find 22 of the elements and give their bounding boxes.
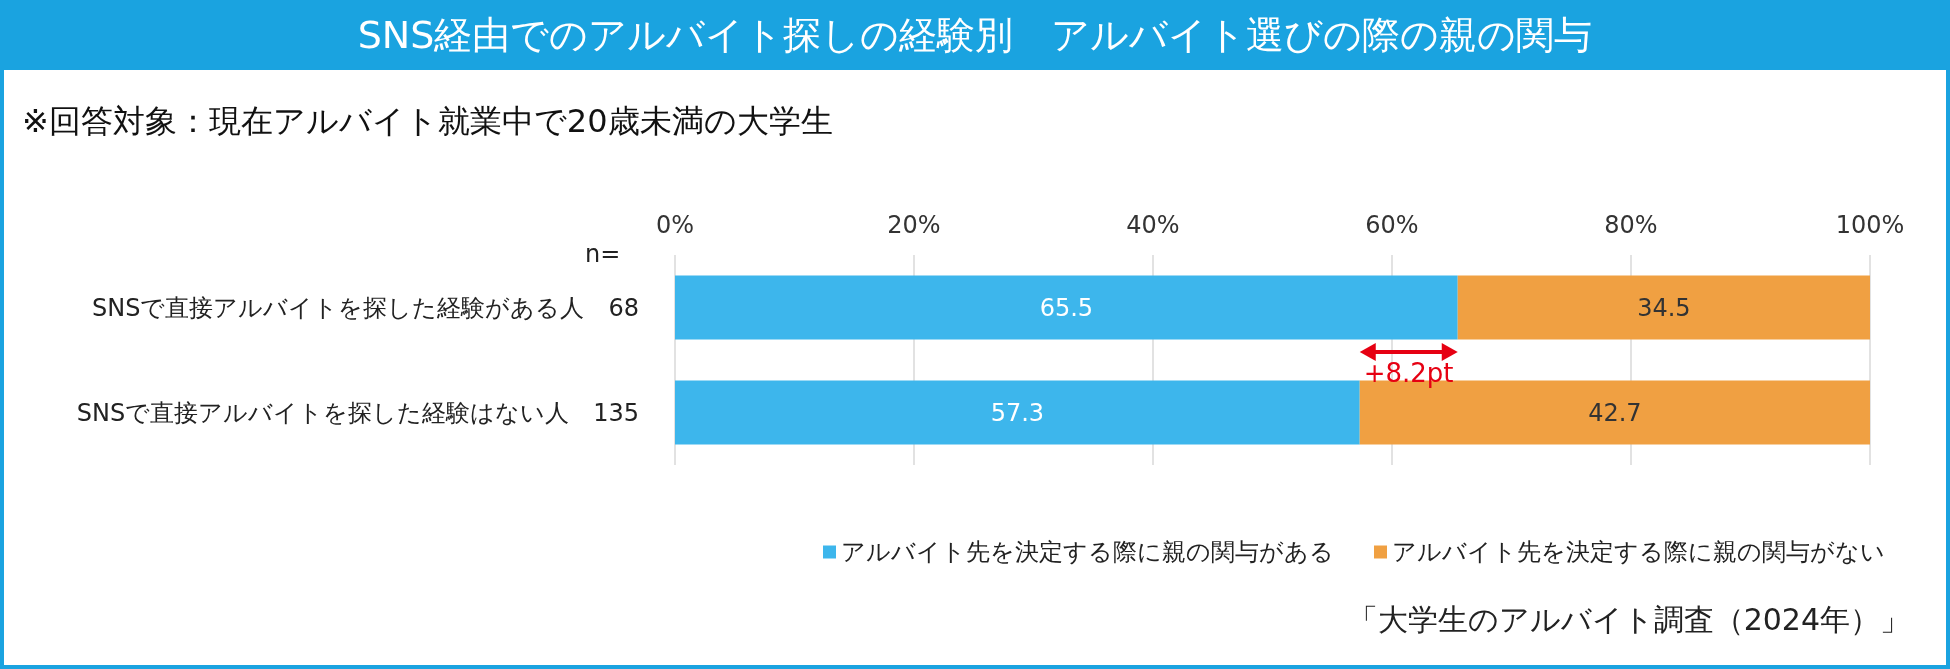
chart-title: SNS経由でのアルバイト探しの経験別 アルバイト選びの際の親の関与 <box>0 0 1950 70</box>
x-tick-label: 20% <box>887 211 941 239</box>
legend-label: アルバイト先を決定する際に親の関与がない <box>1392 538 1885 566</box>
legend-label: アルバイト先を決定する際に親の関与がある <box>841 538 1334 566</box>
bar <box>675 380 1360 445</box>
x-tick-label: 60% <box>1365 211 1419 239</box>
x-tick-label: 0% <box>655 211 695 239</box>
annotation: +8.2pt <box>1363 358 1454 388</box>
x-tick-label: 40% <box>1126 211 1180 239</box>
text: 「大学生のアルバイト調査（2024年）」 <box>1347 601 1910 639</box>
data-label: 65.5 <box>1039 293 1094 322</box>
x-tick-label: 80% <box>1604 211 1658 239</box>
data-label: 42.7 <box>1588 398 1642 427</box>
y-tick-label: SNSで直接アルバイトを探した経験がある人 68 <box>92 293 639 322</box>
bar <box>1457 275 1870 340</box>
y-tick-label: SNSで直接アルバイトを探した経験はない人 135 <box>76 398 639 427</box>
chart-subtitle: ※回答対象：現在アルバイト就業中で20歳未満の大学生 <box>22 101 833 142</box>
x-tick-label: 100% <box>1835 211 1905 239</box>
bar <box>675 275 1458 340</box>
data-label: 57.3 <box>990 398 1045 427</box>
text: n= <box>585 240 621 268</box>
data-label: 34.5 <box>1637 293 1691 322</box>
